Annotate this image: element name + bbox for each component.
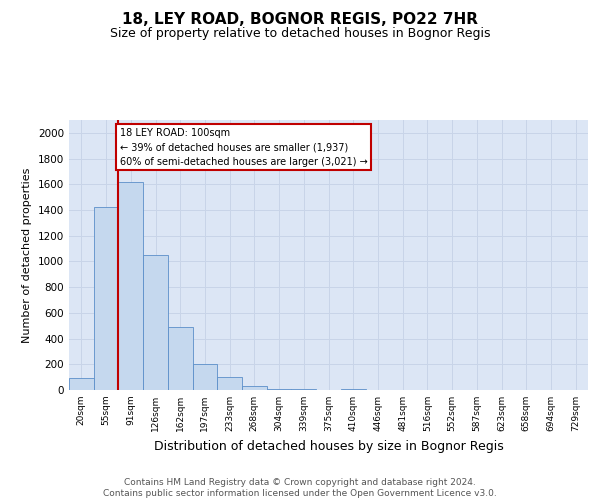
Bar	[143, 255, 168, 390]
Bar	[94, 208, 118, 390]
Bar	[168, 327, 193, 390]
Text: 18 LEY ROAD: 100sqm
← 39% of detached houses are smaller (1,937)
60% of semi-det: 18 LEY ROAD: 100sqm ← 39% of detached ho…	[119, 128, 367, 166]
Text: Contains HM Land Registry data © Crown copyright and database right 2024.
Contai: Contains HM Land Registry data © Crown c…	[103, 478, 497, 498]
Y-axis label: Number of detached properties: Number of detached properties	[22, 168, 32, 342]
Bar	[242, 386, 267, 390]
Bar	[267, 388, 292, 390]
Bar	[217, 377, 242, 390]
Bar	[69, 378, 94, 390]
Bar	[118, 182, 143, 390]
X-axis label: Distribution of detached houses by size in Bognor Regis: Distribution of detached houses by size …	[154, 440, 503, 452]
Text: Size of property relative to detached houses in Bognor Regis: Size of property relative to detached ho…	[110, 28, 490, 40]
Text: 18, LEY ROAD, BOGNOR REGIS, PO22 7HR: 18, LEY ROAD, BOGNOR REGIS, PO22 7HR	[122, 12, 478, 28]
Bar	[193, 364, 217, 390]
